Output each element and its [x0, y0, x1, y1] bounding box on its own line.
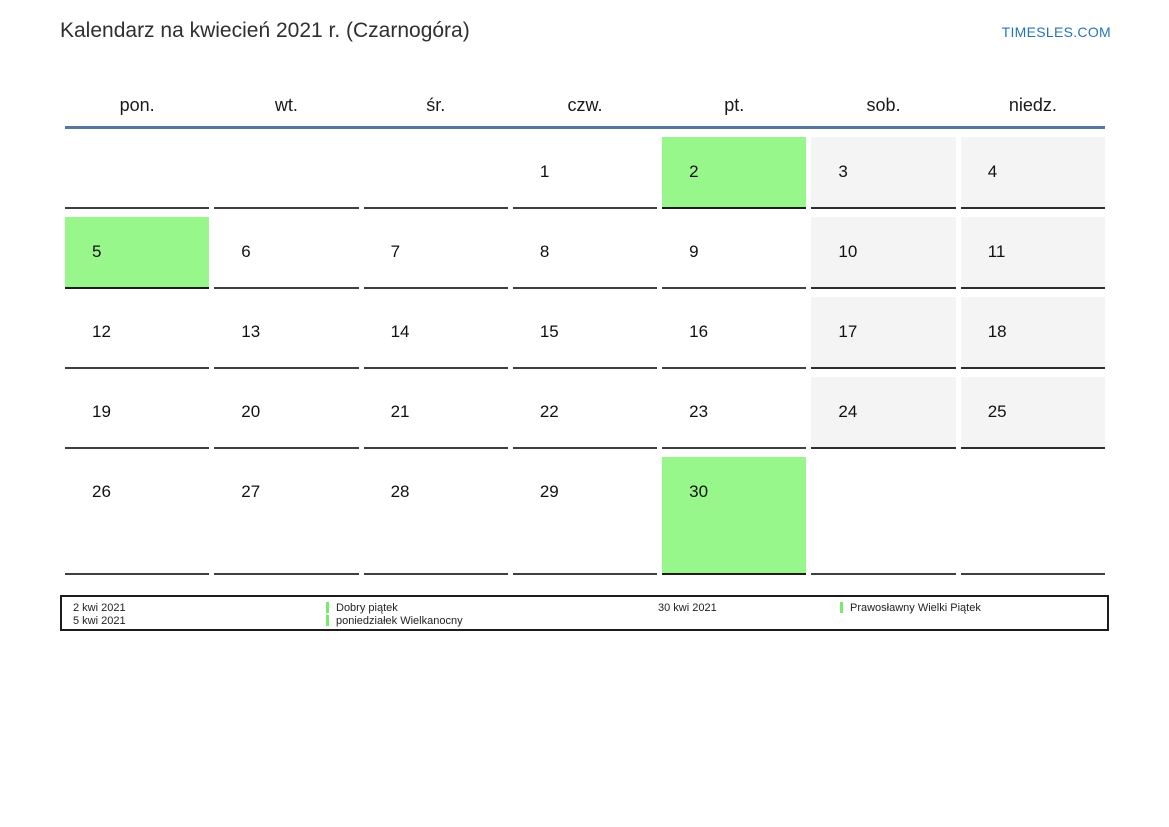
legend-date: 2 kwi 2021 — [73, 602, 126, 614]
day-number: 1 — [539, 162, 550, 181]
day-number: 19 — [92, 402, 111, 421]
day-number: 17 — [838, 322, 858, 341]
day-cell-18: 18 — [960, 297, 1105, 369]
day-cell-21: 21 — [363, 377, 508, 449]
day-number: 21 — [390, 402, 410, 421]
legend-event-label: poniedziałek Wielkanocny — [336, 614, 463, 627]
day-number: 27 — [241, 482, 261, 501]
day-cell-2: 2 — [662, 137, 807, 209]
day-cell-14: 14 — [363, 297, 508, 369]
day-cell-16: 16 — [662, 297, 807, 369]
day-number: 9 — [689, 242, 699, 261]
day-cell-23: 23 — [662, 377, 807, 449]
day-cell-10: 10 — [811, 217, 956, 289]
day-cell-28: 28 — [363, 457, 508, 575]
legend-box: 2 kwi 2021 5 kwi 2021 Dobry piątek ponie… — [60, 595, 1109, 631]
legend-event: poniedziałek Wielkanocny — [326, 614, 463, 628]
legend-group2-events: Prawosławny Wielki Piątek — [840, 602, 981, 615]
day-number: 4 — [987, 162, 998, 181]
day-cell-3: 3 — [811, 137, 956, 209]
empty-cell — [214, 137, 359, 209]
day-cell-1: 1 — [512, 137, 658, 209]
legend-event-label: Prawosławny Wielki Piątek — [850, 602, 981, 614]
day-number: 30 — [689, 482, 709, 501]
day-cell-24: 24 — [811, 377, 956, 449]
empty-cell — [960, 457, 1105, 575]
day-number: 29 — [539, 482, 559, 501]
legend-marker-icon — [326, 602, 329, 613]
day-number: 12 — [92, 322, 111, 341]
day-number: 24 — [838, 402, 858, 421]
day-cell-7: 7 — [363, 217, 508, 289]
day-number: 20 — [241, 402, 261, 421]
day-number: 16 — [689, 322, 709, 341]
weekday-label-mon: pon. — [119, 95, 155, 115]
legend-group1-dates: 2 kwi 2021 5 kwi 2021 — [73, 602, 126, 627]
day-cell-22: 22 — [512, 377, 658, 449]
day-cell-27: 27 — [214, 457, 359, 575]
day-number: 25 — [987, 402, 1007, 421]
day-number: 18 — [987, 322, 1007, 341]
legend-marker-icon — [326, 614, 329, 626]
legend-date: 30 kwi 2021 — [658, 602, 717, 614]
day-number: 15 — [539, 322, 559, 341]
weekday-label-wed: śr. — [426, 95, 446, 115]
site-link[interactable]: TIMESLES.COM — [1001, 24, 1111, 40]
day-cell-29: 29 — [512, 457, 658, 575]
legend-event: Dobry piątek — [326, 602, 463, 615]
empty-cell — [65, 137, 210, 209]
day-cell-26: 26 — [65, 457, 210, 575]
day-number: 23 — [689, 402, 709, 421]
legend-event-label: Dobry piątek — [336, 602, 398, 614]
day-cell-25: 25 — [960, 377, 1105, 449]
calendar-grid: 1 2 3 4 5 6 7 8 9 10 11 12 13 14 15 16 17 18 19 20 21 22 23 24 2… — [65, 137, 1105, 575]
weekday-label-thu: czw. — [567, 95, 603, 115]
day-number: 22 — [539, 402, 559, 421]
day-cell-15: 15 — [512, 297, 658, 369]
weekday-label-fri: pt. — [724, 95, 745, 115]
weekday-label-sat: sob. — [866, 95, 901, 115]
weekday-header-row: pon. wt. śr. czw. pt. sob. niedz. — [65, 85, 1105, 129]
day-cell-30: 30 — [662, 457, 807, 575]
legend-group1-events: Dobry piątek poniedziałek Wielkanocny — [326, 602, 463, 627]
legend-event: Prawosławny Wielki Piątek — [840, 602, 981, 615]
day-cell-11: 11 — [960, 217, 1105, 289]
day-number: 5 — [92, 242, 102, 261]
page-title: Kalendarz na kwiecień 2021 r. (Czarnogór… — [60, 19, 470, 42]
day-cell-19: 19 — [65, 377, 210, 449]
day-number: 11 — [987, 242, 1006, 261]
day-number: 13 — [241, 322, 261, 341]
day-number: 26 — [92, 482, 111, 501]
day-cell-4: 4 — [960, 137, 1105, 209]
legend-marker-icon — [840, 602, 843, 613]
day-number: 2 — [689, 162, 699, 181]
day-number: 6 — [241, 242, 251, 261]
legend-group2-dates: 30 kwi 2021 — [658, 602, 717, 615]
day-number: 28 — [390, 482, 410, 501]
day-number: 8 — [539, 242, 550, 261]
day-cell-13: 13 — [214, 297, 359, 369]
day-cell-17: 17 — [811, 297, 956, 369]
day-cell-9: 9 — [662, 217, 807, 289]
weekday-label-sun: niedz. — [1008, 95, 1057, 115]
legend-date: 5 kwi 2021 — [73, 614, 126, 627]
empty-cell — [811, 457, 956, 575]
day-number: 10 — [838, 242, 858, 261]
day-cell-20: 20 — [214, 377, 359, 449]
day-cell-6: 6 — [214, 217, 359, 289]
empty-cell — [363, 137, 508, 209]
day-number: 3 — [838, 162, 848, 181]
day-number: 7 — [390, 242, 401, 261]
day-cell-5: 5 — [65, 217, 210, 289]
day-number: 14 — [390, 322, 410, 341]
day-cell-12: 12 — [65, 297, 210, 369]
weekday-label-tue: wt. — [274, 95, 298, 115]
day-cell-8: 8 — [512, 217, 658, 289]
